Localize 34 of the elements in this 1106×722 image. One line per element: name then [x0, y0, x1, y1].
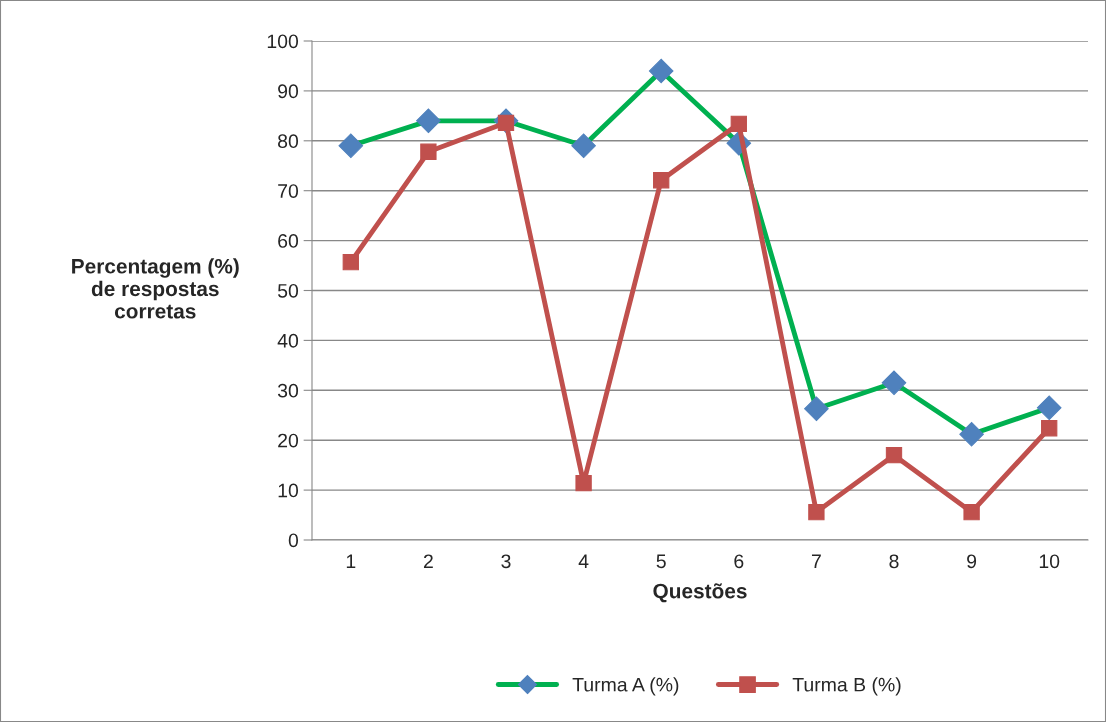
y-tick-label: 30: [277, 383, 299, 398]
y-tick-label: 80: [278, 134, 299, 149]
x-tick-label: 10: [1039, 554, 1060, 569]
point: [342, 253, 359, 271]
y-tick-label: 60: [278, 234, 299, 248]
x-tick-label: 8: [889, 554, 899, 569]
x-axis-title: Questões: [653, 583, 747, 603]
x-tick-label: 9: [967, 554, 977, 569]
y-tick-label: 70: [278, 184, 299, 198]
y-tick-label: 10: [278, 483, 299, 498]
x-tick-label: 4: [578, 554, 589, 568]
y-tick-label: 100: [267, 34, 299, 49]
x-tick-label: 2: [423, 554, 433, 568]
point: [808, 503, 825, 521]
x-tick-label: 1: [346, 554, 356, 568]
y-axis-title: Percentagem (%) de respostas corretas: [72, 258, 239, 319]
x-tick-label: 3: [501, 554, 511, 569]
y-tick-label: 40: [277, 333, 299, 348]
point: [730, 115, 747, 132]
x-tick-label: 6: [734, 554, 744, 569]
y-tick-label: 0: [288, 533, 299, 548]
y-tick-label: 90: [278, 84, 299, 99]
point: [653, 172, 670, 189]
legend-label: Turma A (%): [572, 677, 679, 696]
y-tick-label: 50: [277, 283, 299, 298]
x-tick-label: 7: [811, 554, 821, 568]
point: [885, 447, 903, 464]
point: [420, 143, 437, 160]
y-tick-label: 20: [278, 433, 299, 448]
point: [963, 503, 980, 521]
legend-label: Turma B (%): [792, 677, 901, 696]
x-tick-label: 5: [656, 554, 666, 569]
point: [575, 474, 592, 492]
point: [1041, 420, 1058, 437]
